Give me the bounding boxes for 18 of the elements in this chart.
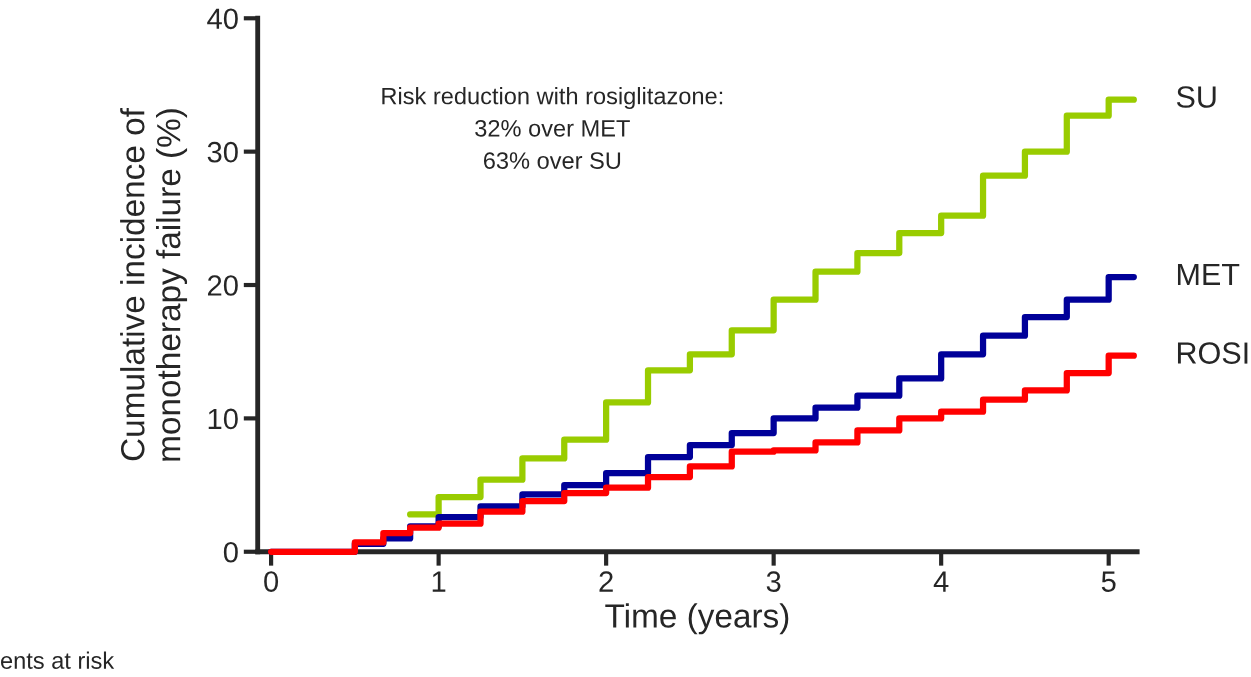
x-tick-label: 3 [766,571,781,592]
x-tick-label: 2 [599,571,613,592]
y-tick-label: 0 [223,541,238,563]
series-label: MET [1177,263,1240,285]
y-tick-label: 30 [207,141,238,163]
y-tick-label: 40 [207,8,238,30]
y-tick-label: 10 [208,408,238,430]
x-axis-title: Time (years) [605,603,789,635]
y-axis-title: Cumulative incidence of monotherapy failure (%) [120,108,188,461]
x-tick-label: 5 [1101,571,1116,592]
x-tick-label: 1 [432,571,446,592]
y-tick-label: 20 [207,275,238,296]
text: ents at risk [1,651,115,669]
series-label: ROSI [1177,342,1248,364]
annotation: Risk reduction with rosiglitazone: 32% over MET 63% over SU [382,87,723,169]
series-label: SU [1176,86,1216,108]
x-tick-label: 4 [933,571,949,592]
x-tick-label: 0 [264,571,279,592]
